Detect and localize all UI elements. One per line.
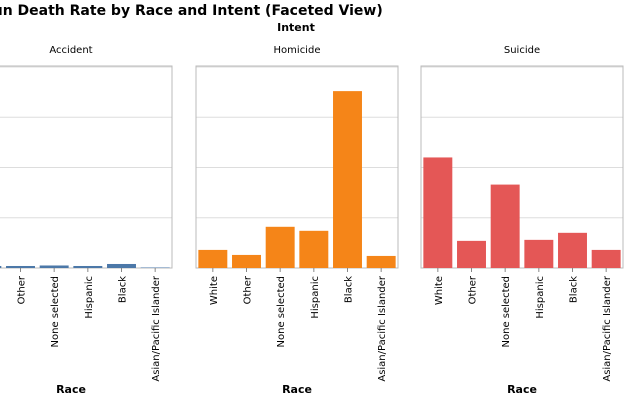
tick-label: White xyxy=(209,276,220,305)
tick-label: Hispanic xyxy=(535,276,546,319)
facet-homicide: Homicide White Other None selected Hispanic B… xyxy=(195,45,399,396)
panel-frame xyxy=(420,65,624,269)
tick-label: Other xyxy=(17,275,28,304)
tick-label: Asian/Pacific Islander xyxy=(151,275,162,382)
tick-label: None selected xyxy=(501,276,512,347)
tick-label: Hispanic xyxy=(84,276,95,319)
tick-label: Other xyxy=(468,275,479,304)
bar xyxy=(232,254,261,268)
bar xyxy=(591,249,621,268)
x-axis-title: Race xyxy=(507,383,537,396)
bar xyxy=(6,265,35,268)
x-axis-title: Race xyxy=(282,383,312,396)
facet-suicide: Suicide White Other None selected Hispanic Bl… xyxy=(420,45,624,396)
bar xyxy=(423,157,453,268)
tick-label: White xyxy=(434,276,445,305)
tick-label: None selected xyxy=(50,276,61,347)
bar xyxy=(39,265,69,268)
facet-accident: AccidentWhiteOtherNone selectedHispanicB… xyxy=(0,45,173,396)
tick-label: Black xyxy=(569,276,580,303)
panel-frame xyxy=(195,65,399,269)
facet-label: Suicide xyxy=(504,45,540,56)
tick-label: Black xyxy=(344,276,355,303)
bar xyxy=(490,184,520,268)
panel-frame xyxy=(0,65,173,269)
bar xyxy=(265,226,295,268)
bar xyxy=(0,265,2,268)
bar xyxy=(558,232,587,268)
bar xyxy=(457,240,486,268)
tick-label: Asian/Pacific Islander xyxy=(377,275,388,382)
bar xyxy=(299,230,329,268)
bar xyxy=(366,255,396,268)
tick-label: Other xyxy=(243,275,254,304)
tick-label: Black xyxy=(118,276,129,303)
tick-label: Hispanic xyxy=(310,276,321,319)
bar xyxy=(333,91,362,269)
tick-label: Asian/Pacific Islander xyxy=(602,275,613,382)
bar xyxy=(107,263,136,268)
facet-label: Accident xyxy=(49,45,92,56)
facet-header: Intent xyxy=(277,21,315,34)
facets: Accident White Other None selected Hispanic B… xyxy=(0,45,624,396)
facet-label: Homicide xyxy=(274,45,321,56)
bar xyxy=(140,267,170,268)
x-axis-title: Race xyxy=(56,383,86,396)
chart-title: Gun Death Rate by Race and Intent (Facet… xyxy=(0,3,383,19)
bar xyxy=(73,265,103,268)
bar xyxy=(198,249,228,268)
bar xyxy=(524,239,554,268)
tick-label: None selected xyxy=(276,276,287,347)
